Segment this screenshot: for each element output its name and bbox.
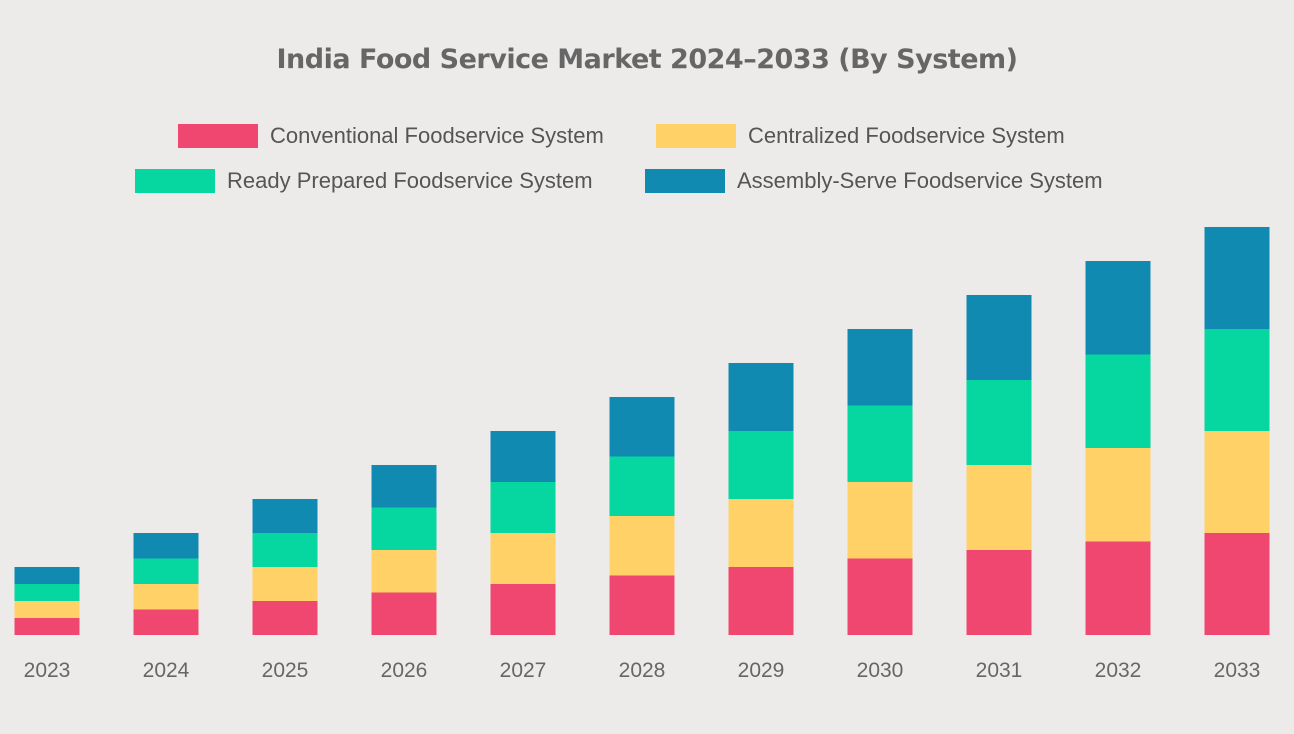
bar-segment-2025-3[interactable] xyxy=(252,499,318,533)
bar-segment-2033-0[interactable] xyxy=(1204,533,1270,635)
bar-segment-2023-2[interactable] xyxy=(14,584,80,601)
legend-item-ready-prepared[interactable]: Ready Prepared Foodservice System xyxy=(135,168,593,194)
legend-label: Assembly-Serve Foodservice System xyxy=(737,168,1103,193)
bar-segment-2029-0[interactable] xyxy=(728,567,794,635)
bar-segment-2029-3[interactable] xyxy=(728,363,794,431)
bar-segment-2032-1[interactable] xyxy=(1085,448,1151,542)
bar-segment-2027-3[interactable] xyxy=(490,431,556,482)
bar-segment-2031-2[interactable] xyxy=(966,380,1032,465)
chart-title: India Food Service Market 2024–2033 (By … xyxy=(276,44,1018,75)
x-tick-label: 2030 xyxy=(857,659,904,682)
bar-segment-2030-0[interactable] xyxy=(847,558,913,636)
bar-segment-2028-3[interactable] xyxy=(609,397,675,457)
x-tick-label: 2027 xyxy=(500,659,547,682)
legend-label: Conventional Foodservice System xyxy=(270,123,604,148)
x-tick-label: 2026 xyxy=(381,659,428,682)
bar-segment-2028-0[interactable] xyxy=(609,575,675,636)
bar-segment-2031-3[interactable] xyxy=(966,295,1032,380)
bar-segment-2027-0[interactable] xyxy=(490,584,556,635)
legend-swatch xyxy=(645,169,725,193)
bar-segment-2030-3[interactable] xyxy=(847,329,913,406)
bar-segment-2026-3[interactable] xyxy=(371,465,437,508)
bar-segment-2024-3[interactable] xyxy=(133,533,199,559)
legend-swatch xyxy=(135,169,215,193)
legend-item-centralized[interactable]: Centralized Foodservice System xyxy=(656,123,1065,149)
bar-segment-2024-1[interactable] xyxy=(133,584,199,610)
bar-segment-2026-1[interactable] xyxy=(371,550,437,593)
bar-segment-2023-0[interactable] xyxy=(14,618,80,635)
legend-swatch xyxy=(656,124,736,148)
bar-segment-2026-2[interactable] xyxy=(371,507,437,551)
x-tick-label: 2032 xyxy=(1095,659,1142,682)
legend-swatch xyxy=(178,124,258,148)
x-tick-label: 2023 xyxy=(24,659,71,682)
bar-segment-2027-2[interactable] xyxy=(490,482,556,533)
legend-item-conventional[interactable]: Conventional Foodservice System xyxy=(178,123,604,149)
bar-segment-2032-2[interactable] xyxy=(1085,354,1151,449)
bar-segment-2026-0[interactable] xyxy=(371,592,437,636)
x-tick-label: 2025 xyxy=(262,659,309,682)
legend-label: Ready Prepared Foodservice System xyxy=(227,168,593,193)
bar-segment-2024-0[interactable] xyxy=(133,609,199,636)
x-tick-label: 2031 xyxy=(976,659,1023,682)
bar-segment-2024-2[interactable] xyxy=(133,558,199,585)
bar-segment-2033-2[interactable] xyxy=(1204,329,1270,431)
bar-segment-2023-1[interactable] xyxy=(14,601,80,618)
bar-segment-2027-1[interactable] xyxy=(490,533,556,584)
bar-segment-2028-2[interactable] xyxy=(609,456,675,517)
bar-segment-2029-2[interactable] xyxy=(728,431,794,499)
bar-segment-2032-0[interactable] xyxy=(1085,541,1151,636)
bar-segment-2031-1[interactable] xyxy=(966,465,1032,550)
bar-segment-2033-3[interactable] xyxy=(1204,227,1270,329)
bar-segment-2030-2[interactable] xyxy=(847,405,913,483)
legend-item-assembly-serve[interactable]: Assembly-Serve Foodservice System xyxy=(645,168,1103,194)
x-tick-label: 2028 xyxy=(619,659,666,682)
bar-segment-2030-1[interactable] xyxy=(847,482,913,559)
bar-segment-2025-2[interactable] xyxy=(252,533,318,567)
bar-segment-2023-3[interactable] xyxy=(14,567,80,584)
x-tick-label: 2029 xyxy=(738,659,785,682)
x-tick-label: 2024 xyxy=(143,659,190,682)
x-tick-label: 2033 xyxy=(1214,659,1261,682)
bar-segment-2033-1[interactable] xyxy=(1204,431,1270,533)
bar-segment-2028-1[interactable] xyxy=(609,516,675,576)
legend-label: Centralized Foodservice System xyxy=(748,123,1065,148)
bar-segment-2032-3[interactable] xyxy=(1085,261,1151,355)
bar-segment-2025-0[interactable] xyxy=(252,601,318,635)
bar-segment-2025-1[interactable] xyxy=(252,567,318,601)
bar-segment-2031-0[interactable] xyxy=(966,550,1032,635)
bar-segment-2029-1[interactable] xyxy=(728,499,794,567)
